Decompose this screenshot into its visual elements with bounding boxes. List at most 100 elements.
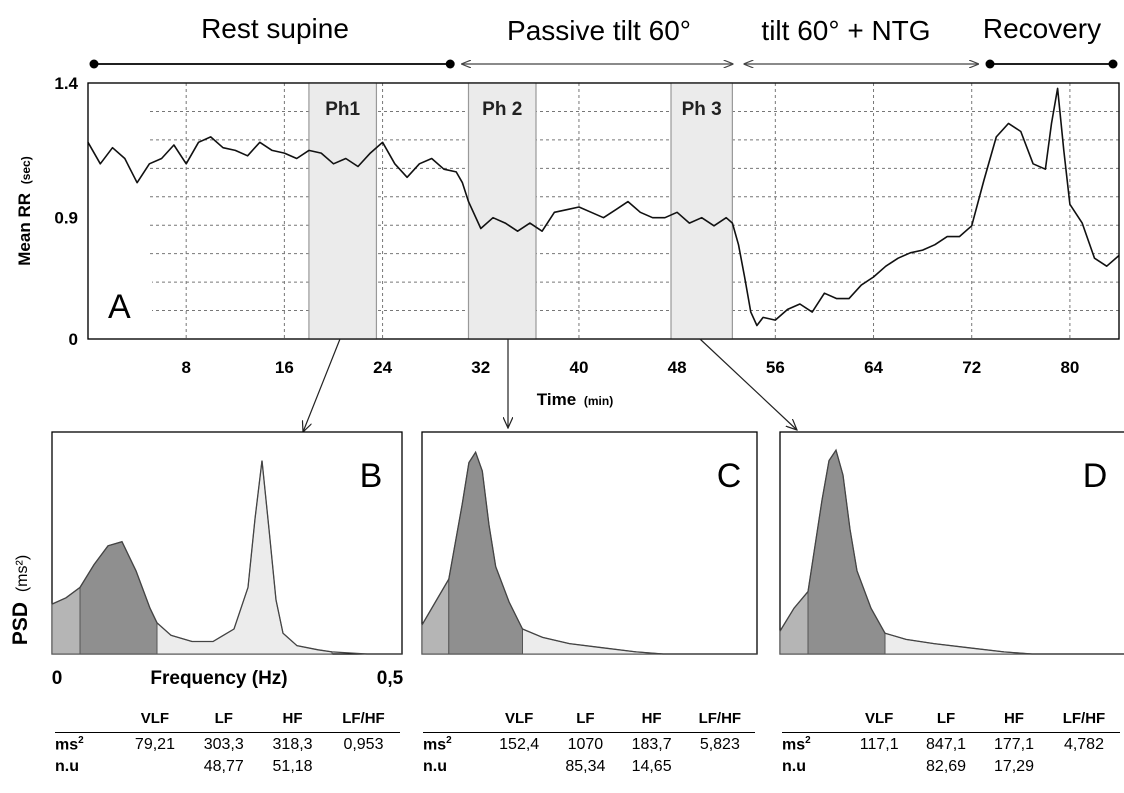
panel-b-bands [51,460,402,655]
panel-a-label: A [108,288,131,326]
table-cell: 1070 [567,735,604,753]
header-vlf: VLF [140,710,170,727]
panel-c-spectrum: C [421,431,758,655]
table-cell: 152,4 [499,735,540,753]
header-lf: LF [214,710,233,727]
row-label: ms2 [782,735,811,754]
x-axis-label-text: Time [537,390,576,409]
x-tick-64: 64 [864,358,883,377]
table-cell: 17,29 [993,758,1034,776]
y-axis-label-unit: (sec) [19,156,33,184]
header-hf: HF [641,710,662,727]
x-tick-32: 32 [471,358,490,377]
row-label: ms2 [423,735,452,754]
freq-axis-label: Frequency (Hz) [150,668,287,689]
phase-label-recovery: Recovery [983,13,1101,44]
window-1 [308,82,378,340]
table-cell: 177,1 [993,735,1034,753]
table-cell: 51,18 [272,758,313,776]
window-label-1: Ph1 [325,99,360,120]
table-cell: 79,21 [134,735,175,753]
table-row: ms2 79,21 303,3 318,3 0,953 [55,733,400,757]
table-header-row: VLF LF HF LF/HF [55,710,400,733]
window-label-2: Ph 2 [482,99,522,120]
psd-curve [51,460,402,655]
psd-label-text: PSD [9,602,32,645]
x-tick-56: 56 [766,358,785,377]
x-tick-16: 16 [275,358,294,377]
panel-a-border [87,82,1120,340]
header-blank [55,710,121,733]
y-tick-0.9: 0.9 [54,209,78,228]
table-cell [846,756,912,778]
header-lf: LF [576,710,595,727]
x-tick-80: 80 [1060,358,1079,377]
table-cell: 85,34 [565,758,606,776]
hrv-table-d: VLF LF HF LF/HF ms2 117,1 847,1 177,1 4,782 n.u 82… [782,710,1120,778]
rr-interval-series [87,87,1120,327]
table-cell: 5,823 [699,735,740,753]
phase-dot-start-0 [89,59,99,69]
row-label: n.u [782,758,806,776]
table-cell: 318,3 [272,735,313,753]
panel-c-bands [421,450,757,655]
table-cell [121,756,190,778]
row-label: ms2 [55,735,84,754]
x-axis-label-unit: (min) [584,394,613,408]
arrow-ph3-to-d [699,338,797,430]
y-tick-1.4: 1.4 [54,74,78,93]
panel-a-y-tick-labels: 1.4 0.9 0 [54,74,78,349]
header-hf: HF [282,710,303,727]
psd-label-unit: (ms²) [14,555,31,592]
window-to-spectrum-arrows [303,338,797,432]
table-cell: 183,7 [631,735,672,753]
y-axis-label-text: Mean RR [15,193,34,266]
header-lf-hf: LF/HF [342,710,385,727]
table-cell: 48,77 [203,758,244,776]
analysis-windows: Ph1 Ph 2 Ph 3 [308,82,733,340]
table-cell: 14,65 [631,758,672,776]
panel-a-frame [87,82,1120,340]
table-row: ms2 152,4 1070 183,7 5,823 [423,733,755,757]
header-lf-hf: LF/HF [698,710,742,727]
header-blank [423,710,486,733]
header-vlf: VLF [505,710,534,727]
psd-curve [421,450,757,655]
row-label-sup: 2 [805,735,811,746]
protocol-bar: Rest supine Passive tilt 60° tilt 60° + … [89,13,1118,69]
phase-dot-end-3 [1108,59,1118,69]
panel-b-label: B [360,457,383,495]
window-label-3: Ph 3 [682,99,722,120]
hrv-table-b: VLF LF HF LF/HF ms2 79,21 303,3 318,3 0,953 n.u 48… [55,710,400,778]
table-cell: 117,1 [859,735,899,753]
phase-dot-end-0 [445,59,455,69]
panel-b-spectrum: B [51,431,403,655]
row-label-sup: 2 [78,735,84,746]
table-cell [685,756,755,778]
panel-a-x-axis-label: Time (min) [537,390,613,409]
header-lf: LF [936,710,956,727]
x-tick-48: 48 [668,358,687,377]
panel-d-bands [779,448,1124,655]
panel-c-label: C [717,457,742,495]
hrv-table-c: VLF LF HF LF/HF ms2 152,4 1070 183,7 5,823 n.u 85,… [423,710,755,778]
table-cell: 4,782 [1063,735,1104,753]
table-cell [327,756,400,778]
psd-axis-label: PSD (ms²) [9,555,32,645]
phase-dot-start-3 [985,59,995,69]
table-row: ms2 117,1 847,1 177,1 4,782 [782,733,1120,757]
panel-d-spectrum: D [779,431,1124,655]
table-cell [1048,756,1120,778]
table-header-row: VLF LF HF LF/HF [423,710,755,733]
x-tick-24: 24 [373,358,392,377]
window-3 [670,82,733,340]
x-tick-40: 40 [569,358,588,377]
panel-d-label: D [1083,457,1108,495]
header-lf-hf: LF/HF [1062,710,1106,727]
table-row: n.u 85,34 14,65 [423,756,755,778]
table-cell: 0,953 [343,735,384,753]
freq-tick-half: 0,5 [377,668,404,689]
panel-a-x-tick-labels: 8 16 24 32 40 48 56 64 72 80 [181,358,1079,377]
table-cell: 847,1 [926,735,967,753]
